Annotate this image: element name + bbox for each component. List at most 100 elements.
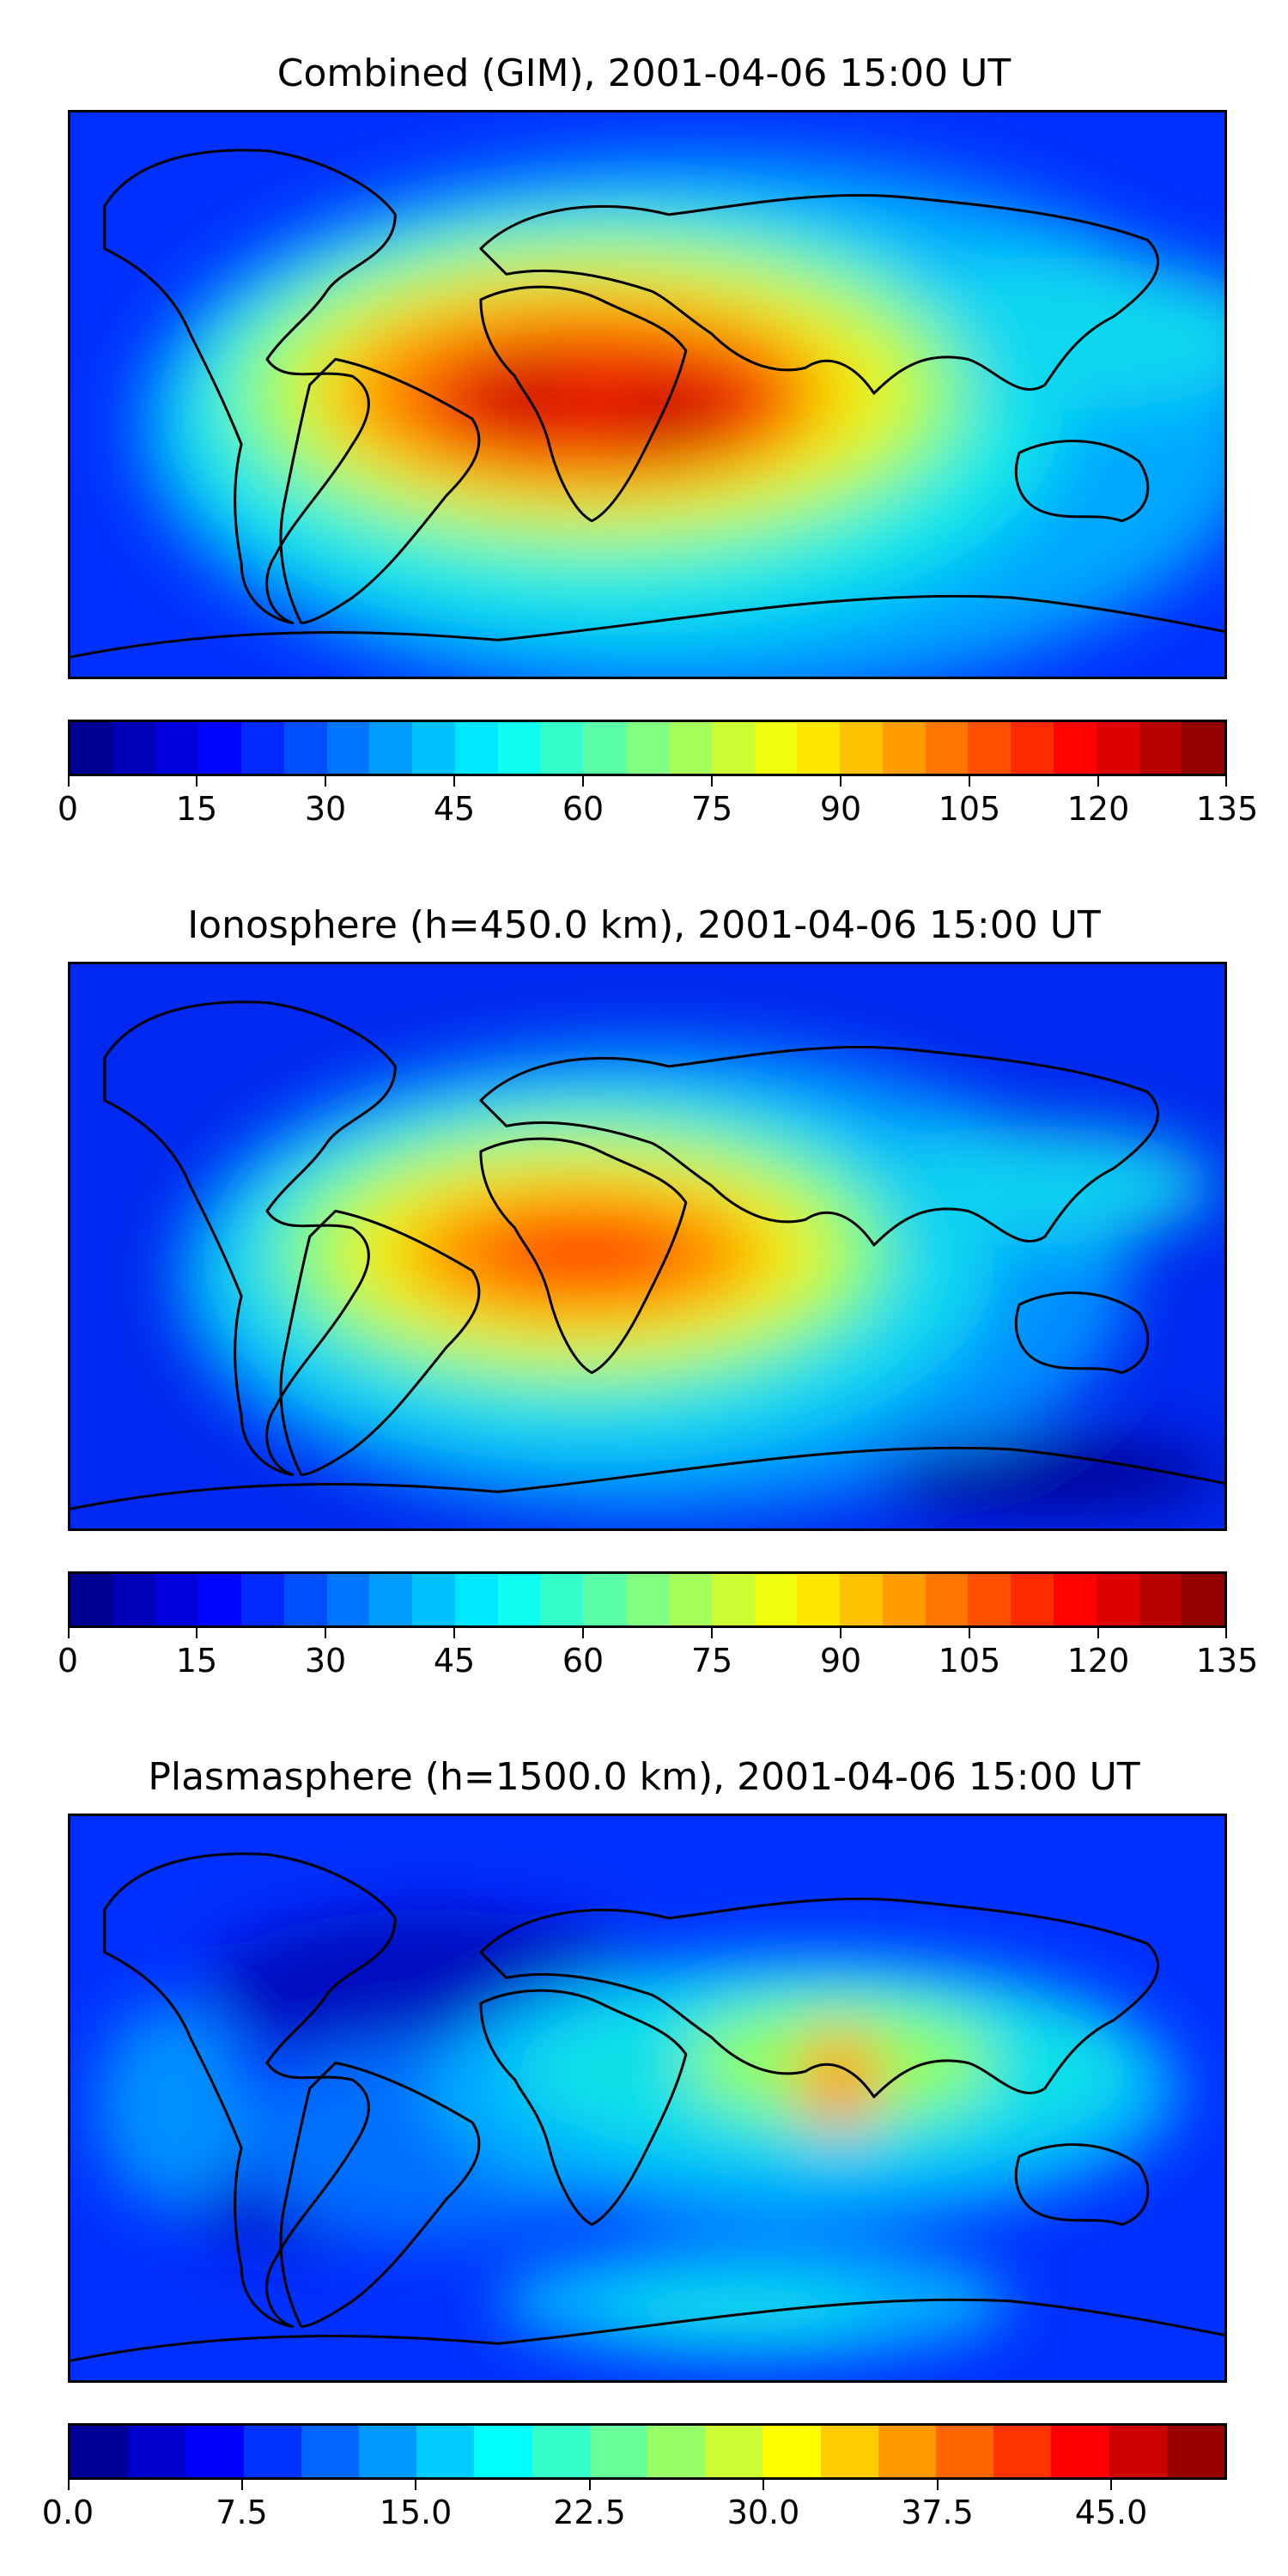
- colorbar-tick-label: 30: [304, 1642, 347, 1680]
- colorbar-tick-label: 105: [938, 1642, 1001, 1680]
- colorbar-tick-label: 0: [57, 790, 79, 828]
- colorbar-level: [155, 1574, 199, 1625]
- colorbar-tick: [711, 1628, 713, 1638]
- colorbar-tick-label: 37.5: [901, 2494, 974, 2531]
- colorbar-level: [1053, 722, 1097, 774]
- colorbar-level: [668, 722, 712, 774]
- colorbar-tick-label: 15: [175, 1642, 218, 1680]
- colorbar-level: [70, 1574, 113, 1625]
- colorbar-tick-label: 135: [1195, 790, 1259, 828]
- colorbar-tick-label: 90: [819, 790, 862, 828]
- colorbar-level: [936, 2426, 994, 2477]
- colorbar-level: [762, 2426, 821, 2477]
- colorbar-tick: [582, 776, 584, 787]
- colorbar-level: [882, 722, 926, 774]
- colorbar-level: [1011, 1574, 1054, 1625]
- map-plasmasphere: [68, 1814, 1227, 2383]
- colorbar-level: [626, 1574, 669, 1625]
- colorbar-level: [455, 1574, 498, 1625]
- colorbar-tick-label: 0: [57, 1642, 79, 1680]
- panel-title-plasmasphere: Plasmasphere (h=1500.0 km), 2001-04-06 1…: [148, 1755, 1140, 1799]
- colorbar-tick-label: 45: [433, 1642, 476, 1680]
- colorbar-tick: [415, 2480, 416, 2490]
- colorbar-tick: [969, 776, 970, 787]
- colorbar-tick-label: 15.0: [379, 2494, 453, 2531]
- colorbar-level: [326, 722, 370, 774]
- colorbar-tick: [325, 776, 326, 787]
- colorbar-tick-label: 30.0: [726, 2494, 800, 2531]
- colorbar-ticks-plasmasphere: 0.0 7.5 15.0 22.5 30.0 37.5 45.0: [42, 2480, 1227, 2531]
- colorbar-tick: [240, 2480, 243, 2490]
- colorbar-level: [668, 1574, 712, 1625]
- colorbar-level: [359, 2426, 417, 2477]
- colorbar-level: [840, 1574, 883, 1625]
- colorbar-tick: [196, 1628, 197, 1638]
- colorbar-tick: [1225, 776, 1227, 787]
- colorbar-level: [882, 1574, 926, 1625]
- colorbar-level: [1011, 722, 1054, 774]
- colorbar-level: [198, 722, 242, 774]
- colorbar-level: [532, 2426, 590, 2477]
- colorbar-level: [128, 2426, 186, 2477]
- colorbar-level: [455, 722, 498, 774]
- colorbar-level: [112, 1574, 156, 1625]
- colorbar-tick: [762, 2480, 764, 2490]
- coastlines: [70, 1852, 1224, 2362]
- colorbar-level: [1182, 1574, 1224, 1625]
- colorbar-tick-label: 22.5: [553, 2494, 626, 2531]
- colorbar-level: [1096, 1574, 1139, 1625]
- colorbar-combined: [68, 720, 1227, 776]
- colorbar-level: [412, 722, 456, 774]
- coastlines: [70, 1000, 1224, 1510]
- colorbar-tick: [68, 1628, 70, 1638]
- colorbar-level: [416, 2426, 475, 2477]
- colorbar-tick: [196, 776, 197, 787]
- colorbar-tick: [840, 1628, 841, 1638]
- colorbar-tick: [588, 2480, 591, 2490]
- colorbar-level: [925, 1574, 969, 1625]
- colorbar-tick: [1110, 2480, 1112, 2490]
- colorbar-tick: [1225, 1628, 1227, 1638]
- colorbar-level: [820, 2426, 878, 2477]
- colorbar-level: [754, 722, 798, 774]
- colorbar-level: [711, 722, 755, 774]
- colorbar-level: [241, 722, 284, 774]
- colorbar-level: [155, 722, 199, 774]
- colorbar-level: [369, 1574, 413, 1625]
- colorbar-level: [1096, 722, 1139, 774]
- colorbar-level: [797, 1574, 841, 1625]
- panel-title-combined: Combined (GIM), 2001-04-06 15:00 UT: [276, 52, 1012, 95]
- colorbar-tick-label: 60: [562, 1642, 605, 1680]
- map-combined: [68, 110, 1227, 679]
- colorbar-ionosphere: [68, 1571, 1227, 1628]
- colorbar-tick: [1097, 1628, 1099, 1638]
- colorbar-level: [241, 1574, 284, 1625]
- colorbar-tick-label: 75: [690, 1642, 733, 1680]
- colorbar-level: [583, 1574, 627, 1625]
- colorbar-tick: [453, 776, 455, 787]
- colorbar-tick-label: 105: [938, 790, 1001, 828]
- colorbar-tick-label: 75: [690, 790, 733, 828]
- colorbar-level: [112, 722, 156, 774]
- colorbar-level: [1053, 1574, 1097, 1625]
- colorbar-level: [1051, 2426, 1109, 2477]
- colorbar-tick-label: 30: [304, 790, 347, 828]
- colorbar-level: [1182, 722, 1224, 774]
- colorbar-level: [1109, 2426, 1167, 2477]
- colorbar-level: [840, 722, 883, 774]
- colorbar-ticks-combined: 0 15 30 45 60 75 90 105 120 135: [58, 776, 1258, 828]
- colorbar-tick-label: 15: [175, 790, 218, 828]
- colorbar-level: [497, 722, 541, 774]
- colorbar-level: [283, 1574, 327, 1625]
- colorbar-tick: [840, 776, 841, 787]
- colorbar-level: [412, 1574, 456, 1625]
- colorbar-level: [70, 2426, 129, 2477]
- colorbar-level: [185, 2426, 244, 2477]
- colorbar-tick-label: 120: [1066, 790, 1130, 828]
- colorbar-level: [968, 1574, 1012, 1625]
- colorbar-level: [968, 722, 1012, 774]
- colorbar-level: [326, 1574, 370, 1625]
- colorbar-level: [993, 2426, 1052, 2477]
- colorbar-tick: [711, 776, 713, 787]
- colorbar-level: [474, 2426, 532, 2477]
